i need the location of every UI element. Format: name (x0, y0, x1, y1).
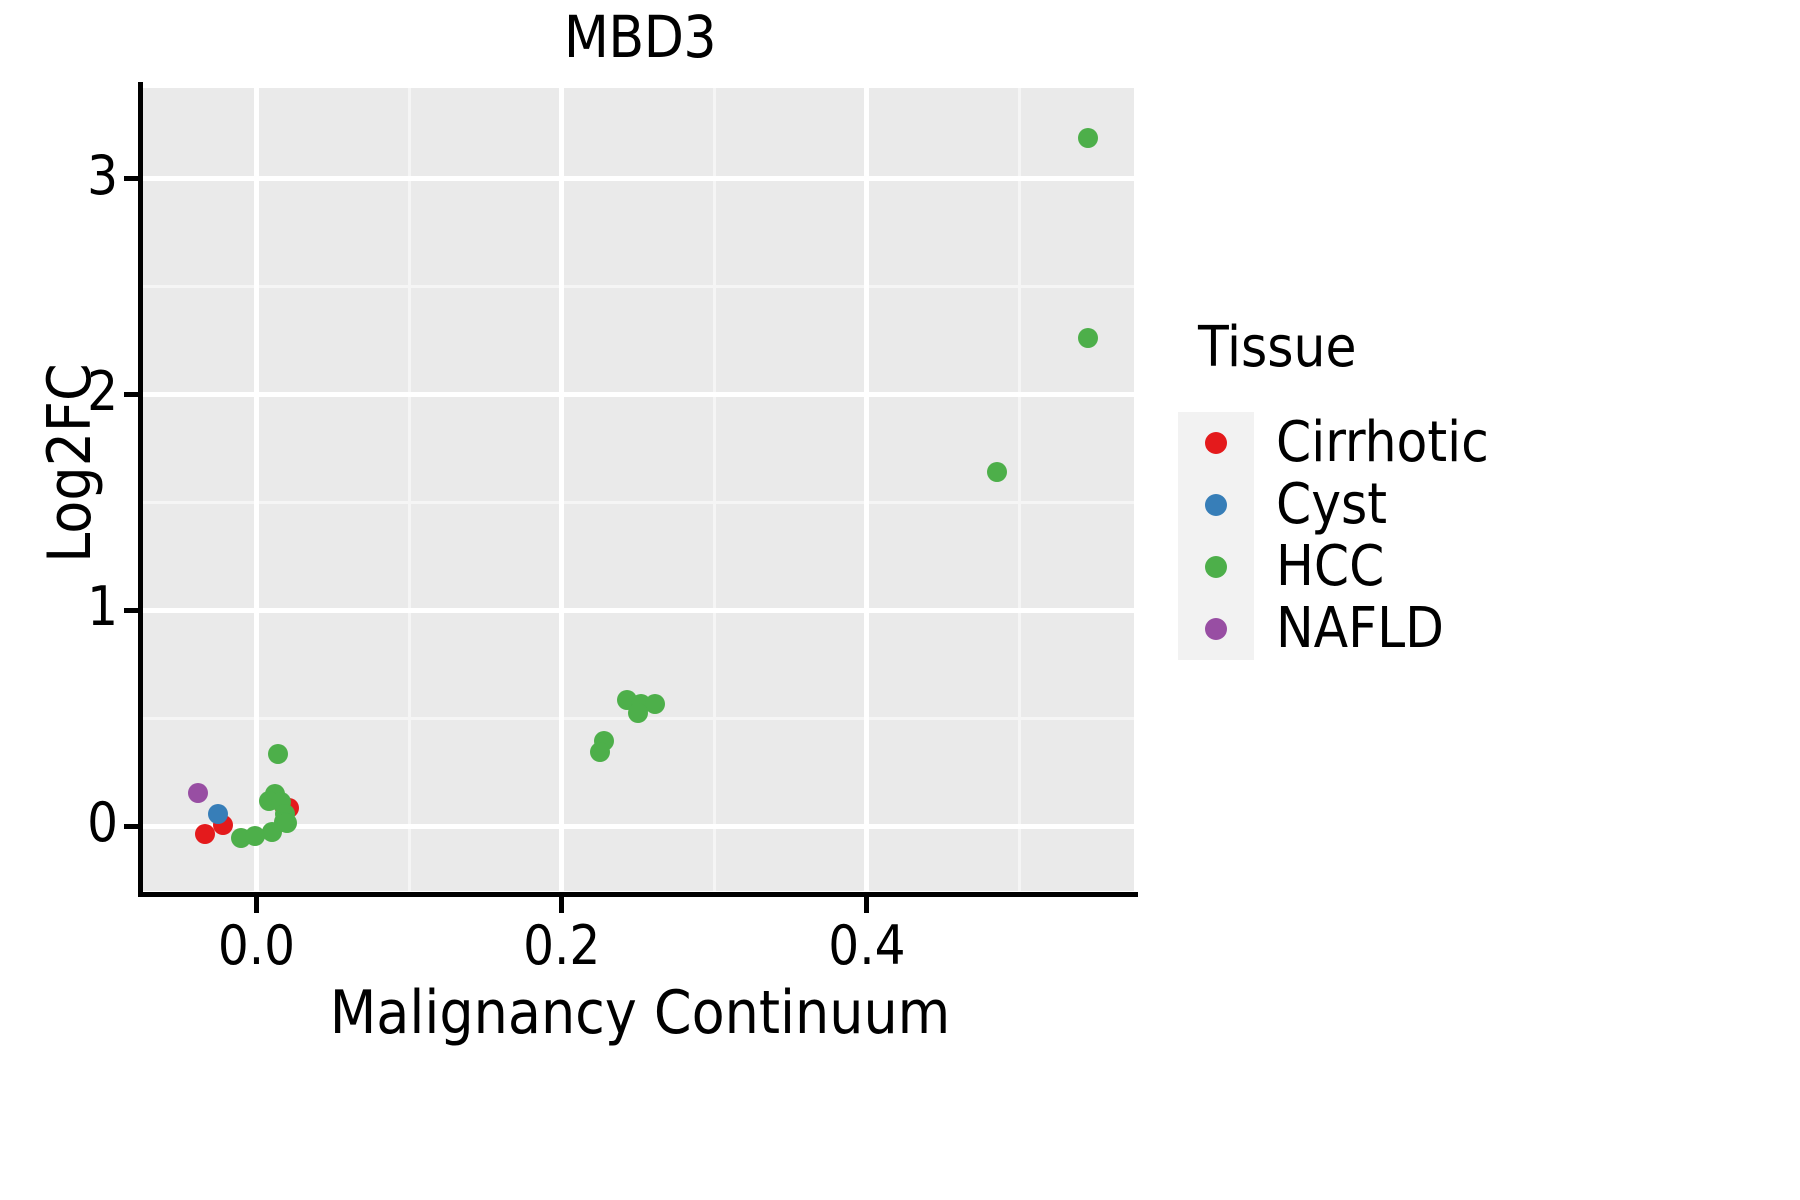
gridline-minor-vertical (712, 88, 716, 891)
legend-dot-nafld (1205, 618, 1227, 640)
x-axis-title: Malignancy Continuum (329, 978, 951, 1048)
gridline-minor-horizontal (142, 285, 1134, 289)
legend-key-swatch (1178, 536, 1254, 598)
x-tick-mark (253, 896, 259, 913)
data-point-hcc[interactable] (589, 741, 610, 762)
gridline-major-vertical (864, 88, 870, 891)
data-point-hcc[interactable] (986, 462, 1007, 483)
y-tick-label: 1 (87, 575, 118, 639)
legend-title: Tissue (1198, 315, 1357, 380)
data-point-cyst[interactable] (208, 804, 229, 825)
data-point-hcc[interactable] (276, 813, 297, 833)
legend-key-swatch (1178, 412, 1254, 474)
legend-item-label: HCC (1276, 534, 1385, 599)
legend: Tissue Cirrhotic Cyst HCC NAFLD (1178, 318, 1798, 660)
legend-items: Cirrhotic Cyst HCC NAFLD (1178, 412, 1798, 660)
gridline-major-horizontal (142, 823, 1134, 829)
data-point-hcc[interactable] (628, 702, 648, 723)
gridline-minor-vertical (1018, 88, 1022, 891)
y-tick-label: 3 (87, 143, 118, 207)
y-tick-mark (124, 823, 140, 829)
data-point-hcc[interactable] (244, 825, 265, 846)
gridline-minor-horizontal (142, 500, 1134, 504)
data-point-hcc[interactable] (644, 694, 665, 715)
legend-dot-cirrhotic (1205, 432, 1227, 454)
page-title: MBD3 (563, 3, 717, 71)
gridline-minor-vertical (407, 88, 411, 891)
plot-panel (142, 88, 1134, 891)
legend-key-swatch (1178, 474, 1254, 536)
x-tick-label: 0.0 (217, 914, 296, 977)
data-point-cirrhotic[interactable] (194, 823, 215, 844)
y-axis-line (138, 82, 143, 897)
x-tick-label: 0.2 (523, 914, 601, 977)
data-point-hcc[interactable] (267, 743, 288, 764)
x-tick-mark (559, 896, 565, 913)
legend-item-cyst[interactable]: Cyst (1178, 474, 1798, 536)
y-tick-mark (124, 392, 140, 398)
y-tick-mark (124, 607, 140, 613)
data-point-hcc[interactable] (1078, 328, 1099, 349)
legend-item-label: NAFLD (1276, 596, 1444, 661)
x-tick-mark (864, 896, 870, 913)
legend-item-label: Cyst (1276, 472, 1387, 537)
legend-dot-cyst (1205, 494, 1227, 516)
legend-dot-hcc (1205, 556, 1227, 578)
x-tick-label: 0.4 (828, 914, 906, 977)
data-point-hcc[interactable] (261, 821, 282, 842)
data-point-nafld[interactable] (188, 782, 209, 803)
y-tick-mark (124, 176, 140, 182)
legend-item-nafld[interactable]: NAFLD (1178, 598, 1798, 660)
legend-item-label: Cirrhotic (1276, 410, 1489, 475)
gridline-major-vertical (559, 88, 565, 891)
gridline-major-horizontal (142, 392, 1134, 398)
data-point-hcc[interactable] (1078, 127, 1099, 148)
legend-key-swatch (1178, 598, 1254, 660)
legend-item-cirrhotic[interactable]: Cirrhotic (1178, 412, 1798, 474)
gridline-major-vertical (253, 88, 259, 891)
y-tick-label: 2 (87, 359, 118, 423)
legend-item-hcc[interactable]: HCC (1178, 536, 1798, 598)
gridline-major-horizontal (142, 176, 1134, 182)
y-tick-label: 0 (87, 791, 118, 855)
x-axis-line (138, 892, 1138, 897)
plot-panel-wrapper (142, 88, 1134, 891)
gridline-major-horizontal (142, 607, 1134, 613)
y-axis-title: Log2FC (35, 363, 105, 563)
